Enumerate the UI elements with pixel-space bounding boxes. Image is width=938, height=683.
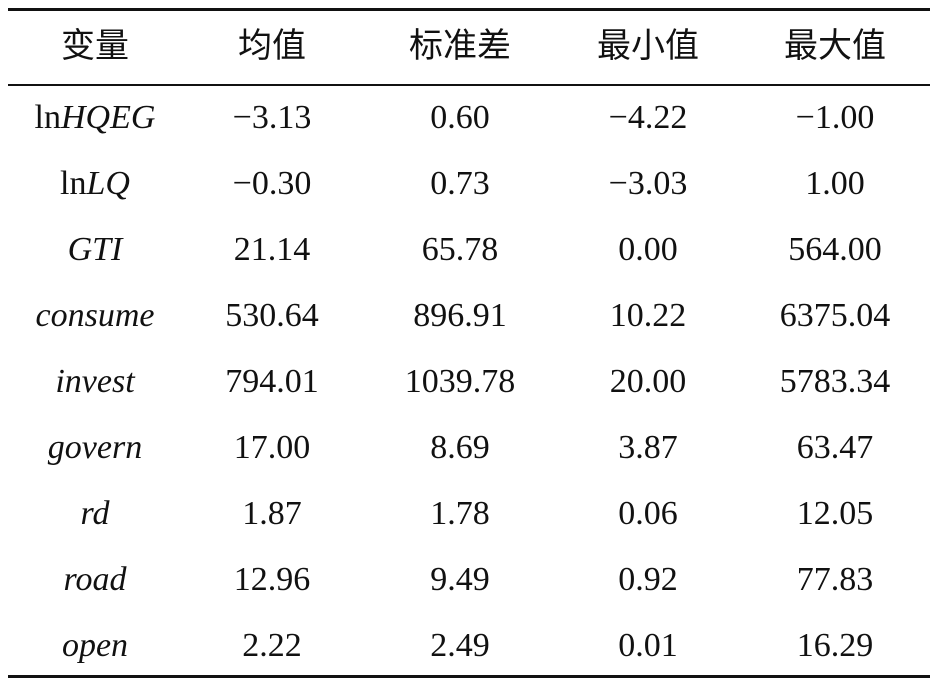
value-cell: 77.83 [796,561,874,598]
header-rule [8,84,930,86]
value-cell: 794.01 [225,363,319,400]
variable-part: consume [35,297,155,334]
header-cell: 变量 [61,28,129,65]
variable-part: open [61,627,129,664]
value-cell: 0.01 [618,627,678,664]
value-cell: 6375.04 [779,297,891,334]
value-cell: 530.64 [225,297,319,334]
variable-cell: invest [1,362,189,402]
variable-part: HQEG [61,99,156,136]
value-cell: −4.22 [608,99,688,136]
header-cell: 最大值 [784,28,886,65]
value-cell: −3.03 [608,165,688,202]
variable-cell: GTI [1,230,189,270]
value-cell: 2.22 [242,627,302,664]
variable-part: road [63,561,127,598]
value-cell: 8.69 [430,429,490,466]
value-cell: 0.73 [430,165,490,202]
header-cell: 最小值 [597,28,699,65]
value-cell: 3.87 [618,429,678,466]
value-cell: 17.00 [233,429,311,466]
value-cell: 0.00 [618,231,678,268]
value-cell: 12.05 [796,495,874,532]
variable-cell: consume [1,296,189,336]
variable-part: LQ [86,165,130,202]
value-cell: 2.49 [430,627,490,664]
value-cell: 564.00 [788,231,882,268]
value-cell: −1.00 [795,99,875,136]
value-cell: 63.47 [796,429,874,466]
value-cell: 5783.34 [779,363,891,400]
value-cell: 10.22 [609,297,687,334]
variable-cell: open [1,626,189,666]
value-cell: 9.49 [430,561,490,598]
value-cell: 0.60 [430,99,490,136]
value-cell: −0.30 [232,165,312,202]
value-cell: 896.91 [413,297,507,334]
value-cell: 0.06 [618,495,678,532]
variable-part: rd [80,495,110,532]
top-rule [8,8,930,11]
variable-cell: govern [1,428,189,468]
variable-part: GTI [67,231,123,268]
variable-part: ln [34,99,61,136]
bottom-rule [8,675,930,678]
value-cell: −3.13 [232,99,312,136]
variable-cell: lnHQEG [1,98,189,138]
value-cell: 65.78 [421,231,499,268]
variable-part: govern [47,429,143,466]
value-cell: 20.00 [609,363,687,400]
value-cell: 21.14 [233,231,311,268]
value-cell: 1.78 [430,495,490,532]
value-cell: 1.87 [242,495,302,532]
value-cell: 1039.78 [404,363,516,400]
variable-part: ln [60,165,87,202]
header-cell: 标准差 [409,28,511,65]
value-cell: 16.29 [796,627,874,664]
variable-cell: road [1,560,189,600]
variable-cell: lnLQ [1,164,189,204]
variable-part: invest [55,363,135,400]
value-cell: 1.00 [805,165,865,202]
value-cell: 0.92 [618,561,678,598]
variable-cell: rd [1,494,189,534]
value-cell: 12.96 [233,561,311,598]
header-cell: 均值 [238,28,306,65]
